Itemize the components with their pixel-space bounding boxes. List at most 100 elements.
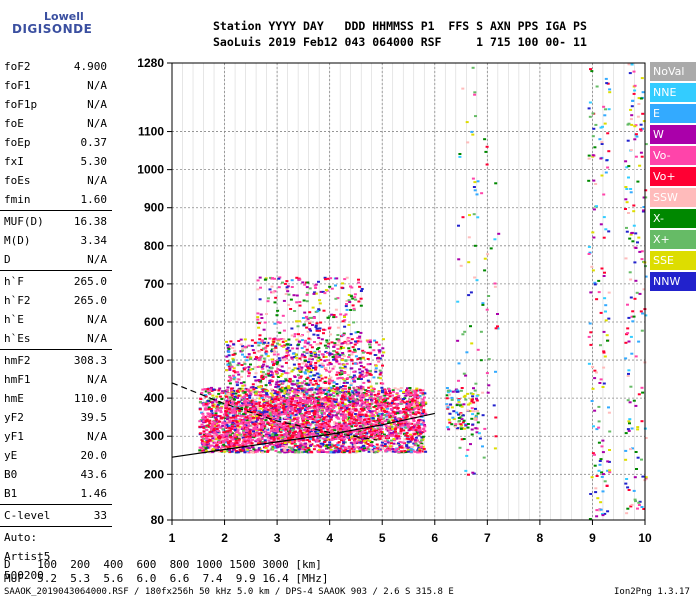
echo-point [318,435,322,438]
echo-point [296,391,300,394]
echo-point [303,345,307,348]
echo-point [204,401,208,404]
echo-point [288,377,292,380]
echo-point [291,412,295,415]
echo-point [457,399,460,402]
echo-point [293,335,296,338]
echo-point [630,123,634,126]
echo-point [375,443,379,446]
echo-point [227,392,231,395]
echo-point [358,430,361,433]
echo-point [416,433,420,436]
echo-point [232,390,236,393]
echo-point [305,369,309,371]
echo-point [231,360,235,363]
echo-point [254,394,258,396]
echo-point [371,397,375,400]
echo-point [467,473,470,476]
echo-point [241,446,245,449]
echo-point [286,346,290,349]
echo-point [345,343,349,346]
echo-point [244,424,248,427]
echo-point [396,412,400,415]
echo-point [233,421,237,424]
echo-point [332,400,336,403]
echo-point [240,370,244,373]
echo-point [421,389,425,392]
echo-point [492,404,496,407]
echo-point [360,413,364,416]
echo-point [249,412,253,415]
echo-point [399,422,403,425]
echo-point [283,442,287,444]
echo-point [370,436,374,439]
echo-point [356,440,360,443]
echo-point [271,394,275,397]
echo-point [466,392,470,395]
echo-point [368,352,372,355]
echo-point [475,431,479,434]
echo-point [244,393,248,396]
echo-point [474,382,478,385]
echo-point [368,339,372,342]
echo-point [397,451,401,453]
echo-point [470,400,474,403]
echo-point [225,423,229,426]
echo-point [409,447,413,450]
echo-point [405,408,409,411]
echo-point [404,406,408,409]
echo-point [225,420,229,423]
echo-point [296,421,299,423]
echo-point [265,313,268,315]
echo-point [226,432,230,435]
echo-point [227,411,231,414]
echo-point [386,401,390,404]
echo-point [452,418,456,421]
echo-point [308,320,312,323]
echo-point [640,258,644,261]
echo-point [217,389,221,392]
echo-point [587,253,591,255]
echo-point [348,388,352,390]
echo-point [328,387,331,390]
echo-point [597,420,601,423]
echo-point [372,349,376,352]
echo-point [364,394,368,397]
echo-point [315,397,319,399]
echo-point [241,449,245,452]
echo-point [240,428,244,430]
echo-point [368,370,372,373]
echo-point [412,442,416,445]
echo-point [475,397,478,400]
echo-point [364,415,368,418]
echo-point [254,392,258,395]
echo-point [368,341,372,343]
echo-point [311,393,315,396]
echo-point [275,422,279,425]
echo-point [262,398,265,401]
echo-point [630,427,634,430]
echo-point [278,343,282,346]
echo-point [629,278,633,281]
echo-point [258,338,262,341]
echo-point [353,393,356,396]
echo-point [247,447,251,450]
echo-point [236,451,240,454]
echo-point [473,189,477,192]
echo-point [232,367,236,370]
echo-point [388,443,391,446]
echo-point [258,434,262,437]
echo-point [368,404,372,407]
echo-point [285,348,289,351]
echo-point [417,444,420,447]
echo-point [275,428,279,431]
echo-point [261,373,265,376]
echo-point [306,367,310,369]
echo-point [362,436,365,439]
echo-point [355,418,359,421]
echo-point [239,420,243,423]
echo-point [311,438,315,441]
echo-point [335,390,339,393]
echo-point [354,298,358,301]
echo-point [457,417,461,419]
